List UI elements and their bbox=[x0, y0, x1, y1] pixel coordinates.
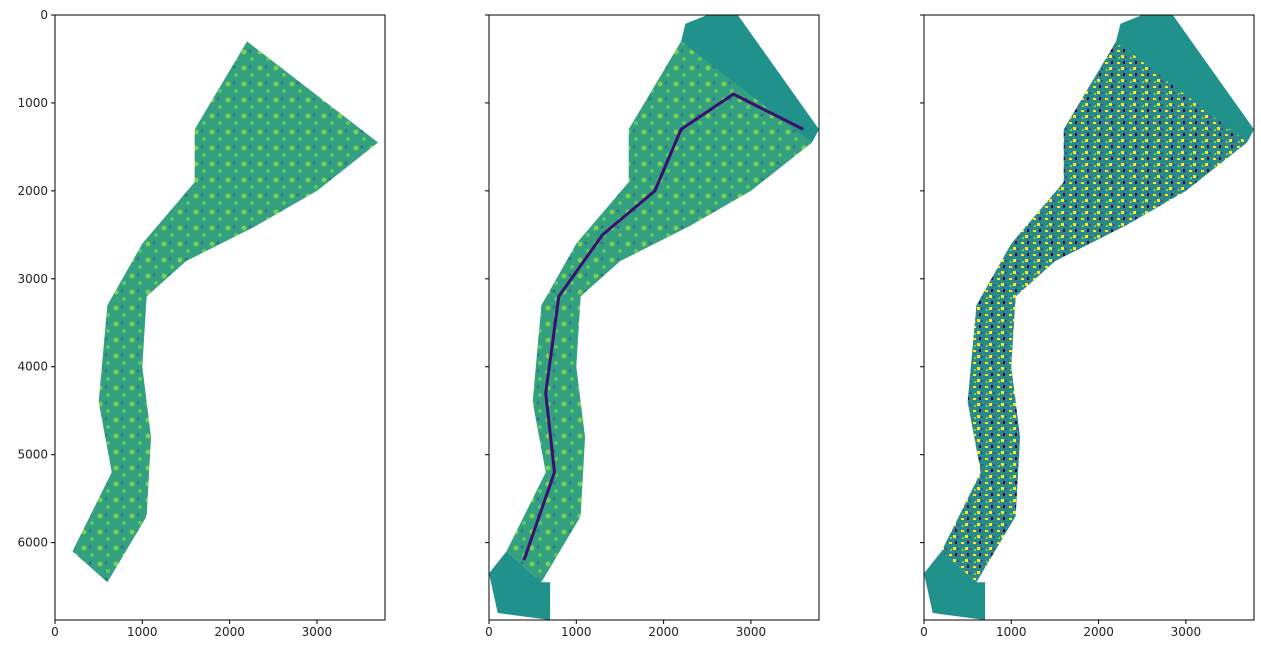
y-tick-label: 3000 bbox=[17, 272, 48, 286]
x-tick-label: 1000 bbox=[996, 625, 1027, 639]
x-tick-label: 2000 bbox=[1083, 625, 1114, 639]
image-region bbox=[506, 41, 812, 582]
y-tick-label: 6000 bbox=[17, 536, 48, 550]
y-tick-label: 5000 bbox=[17, 448, 48, 462]
x-tick-label: 3000 bbox=[736, 625, 767, 639]
y-tick-label: 2000 bbox=[17, 184, 48, 198]
image-region bbox=[941, 41, 1247, 582]
x-tick-label: 1000 bbox=[561, 625, 592, 639]
image-panel bbox=[924, 15, 1254, 620]
figure: 0 1000 2000 3000 0 1000 2000 3000 4000 5000 6000 0 1… bbox=[0, 0, 1261, 643]
y-tick-label: 0 bbox=[40, 8, 48, 22]
image-panel bbox=[489, 15, 819, 620]
image-region bbox=[72, 41, 378, 582]
y-tick-label: 1000 bbox=[17, 96, 48, 110]
x-tick-label: 3000 bbox=[1171, 625, 1202, 639]
y-tick-label: 4000 bbox=[17, 360, 48, 374]
x-tick-label: 2000 bbox=[214, 625, 245, 639]
x-tick-label: 1000 bbox=[127, 625, 158, 639]
x-tick-label: 2000 bbox=[648, 625, 679, 639]
x-tick-label: 3000 bbox=[302, 625, 333, 639]
x-tick-label: 0 bbox=[51, 625, 59, 639]
x-tick-label: 0 bbox=[920, 625, 928, 639]
image-panel bbox=[72, 41, 378, 582]
x-tick-label: 0 bbox=[485, 625, 493, 639]
